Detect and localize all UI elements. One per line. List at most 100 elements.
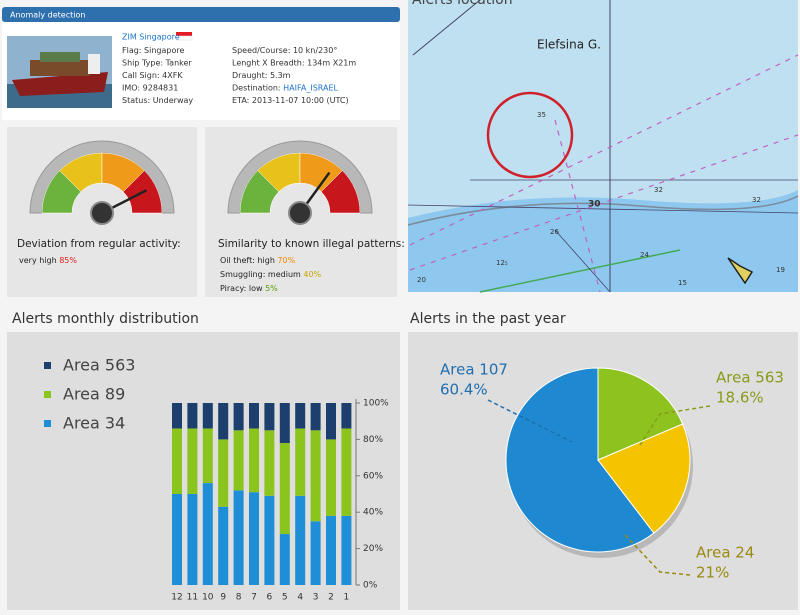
field-label: ETA: xyxy=(232,96,249,105)
chart-title: Alerts in the past year xyxy=(410,311,566,327)
x-tick-label: 10 xyxy=(202,593,214,603)
pie-slice xyxy=(505,367,655,553)
map-sounding: 19 xyxy=(776,266,785,274)
gauge-title: Deviation from regular activity: xyxy=(17,238,181,250)
bar-segment xyxy=(310,521,321,585)
map-line xyxy=(412,0,481,56)
x-tick-label: 5 xyxy=(282,593,288,603)
map-line xyxy=(407,204,799,214)
pie-label: Area 107 xyxy=(440,361,508,379)
field-value: 4XFK xyxy=(162,71,183,80)
field-label: Status: xyxy=(122,96,150,105)
legend-label: Area 89 xyxy=(63,385,125,404)
field-label: Speed/Course: xyxy=(232,46,290,55)
legend-label: Area 563 xyxy=(63,356,135,375)
bar-segment xyxy=(310,403,321,431)
ship-image xyxy=(7,36,112,108)
bar-segment xyxy=(249,403,259,429)
pie-label: Area 563 xyxy=(716,369,784,387)
bar-segment xyxy=(341,515,352,585)
pie-value-label: 60.4% xyxy=(440,381,488,399)
map-sounding: 32 xyxy=(752,196,761,204)
x-tick-label: 2 xyxy=(328,593,334,603)
map-title: Alerts location xyxy=(412,0,513,8)
bar-segment xyxy=(202,483,213,585)
x-tick-label: 11 xyxy=(187,593,198,603)
bar-segment xyxy=(187,403,198,429)
map-contour xyxy=(407,195,799,226)
gauge-knob xyxy=(288,201,312,225)
field-label: Flag: xyxy=(122,46,142,55)
bar-segment xyxy=(233,430,244,491)
bar-segment xyxy=(218,439,229,507)
flag xyxy=(176,32,192,36)
legend-label: Area 34 xyxy=(63,414,125,433)
bar-segment xyxy=(218,506,229,585)
pie-slice xyxy=(597,423,691,534)
map-sounding: 12₅ xyxy=(496,259,508,267)
field-label: Lenght X Breadth: xyxy=(232,58,305,67)
map-sounding: 30 xyxy=(588,200,601,210)
ship-field: IMO: 9284831 xyxy=(122,83,178,92)
x-tick-label: 3 xyxy=(313,593,319,603)
field-value: 134m X21m xyxy=(307,58,356,67)
y-tick-label: 40% xyxy=(363,508,383,518)
item-value: 85% xyxy=(59,256,77,265)
bar-segment xyxy=(326,515,336,585)
bar-segment xyxy=(202,428,213,484)
legend-marker xyxy=(44,420,51,427)
bar-segment xyxy=(233,490,244,585)
pie-value-label: 18.6% xyxy=(716,389,764,407)
x-tick-label: 12 xyxy=(171,593,182,603)
bar-segment xyxy=(202,403,213,429)
bar-segment xyxy=(172,428,182,494)
bar-segment xyxy=(295,428,306,496)
legend-marker xyxy=(44,391,51,398)
bar-segment xyxy=(279,403,290,444)
header-title: Anomaly detection xyxy=(10,11,85,20)
item-value: 40% xyxy=(303,270,321,279)
map-deep-water xyxy=(408,190,798,292)
y-tick-label: 100% xyxy=(363,399,389,409)
field-value: Underway xyxy=(153,96,194,105)
field-value: 2013-11-07 10:00 (UTC) xyxy=(252,96,349,105)
bar-segment xyxy=(249,428,259,493)
bar-segment xyxy=(341,403,352,429)
y-tick-label: 80% xyxy=(363,435,383,445)
gauge-item: Oil theft: high 70% xyxy=(220,256,296,265)
map-sounding: 15 xyxy=(678,279,687,287)
ship-field: ETA: 2013-11-07 10:00 (UTC) xyxy=(232,96,349,105)
leader-line xyxy=(487,399,573,443)
y-tick-label: 20% xyxy=(363,544,383,554)
leader-line xyxy=(639,405,711,446)
gauge-item: very high 85% xyxy=(19,256,77,265)
gauge-item: Smuggling: medium 40% xyxy=(220,270,322,279)
y-tick-label: 0% xyxy=(363,581,378,591)
bar-segment xyxy=(218,403,229,440)
x-tick-label: 1 xyxy=(344,593,350,603)
bar-segment xyxy=(326,403,336,440)
chart-title: Alerts monthly distribution xyxy=(12,311,199,327)
bar-segment xyxy=(279,443,290,535)
pie-slice xyxy=(597,367,684,461)
map-route xyxy=(554,119,601,293)
header-bar xyxy=(2,7,400,22)
flag xyxy=(175,35,193,41)
bar-segment xyxy=(341,428,352,516)
map-place: Elefsina G. xyxy=(537,38,601,52)
ship-field: Ship Type: Tanker xyxy=(122,58,192,67)
ship-field: Flag: Singapore xyxy=(122,46,184,55)
bar-segment xyxy=(264,403,275,431)
bar-segment xyxy=(295,495,306,585)
leader-line xyxy=(624,534,691,576)
item-value: 70% xyxy=(277,256,295,265)
bar-segment xyxy=(187,428,198,494)
map-sounding: 32 xyxy=(654,186,663,194)
item-value: 5% xyxy=(265,284,278,293)
map-sounding: 35 xyxy=(537,111,546,119)
map-line xyxy=(479,249,681,293)
x-tick-label: 9 xyxy=(220,593,226,603)
item-label: Oil theft: high xyxy=(220,256,275,265)
